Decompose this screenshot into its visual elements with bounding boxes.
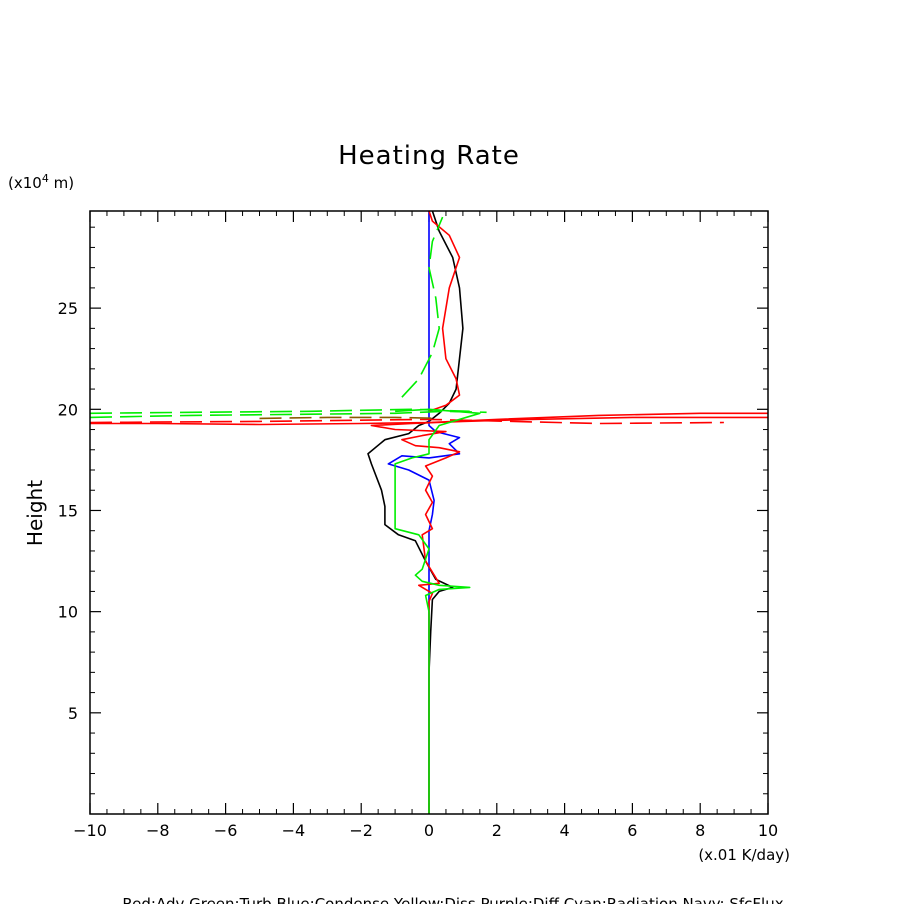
legend-text: Red:Adv Green:Turb Blue:Condense Yellow:… [122, 895, 783, 904]
x-tick-label: 4 [560, 821, 570, 840]
y-axis-label: Height [23, 480, 47, 546]
x-unit-label: (x.01 K/day) [698, 846, 790, 864]
x-tick-label: 0 [424, 821, 434, 840]
series-lines [90, 211, 768, 814]
series-line-3 [90, 412, 768, 426]
x-tick-label: −10 [73, 821, 107, 840]
series-line-8 [90, 408, 470, 415]
series-line-2 [370, 416, 768, 814]
series-line-4 [428, 211, 461, 413]
x-tick-label: −6 [214, 821, 238, 840]
y-tick-label: 10 [58, 603, 78, 622]
x-tick-label: −2 [349, 821, 373, 840]
x-tick-label: 10 [758, 821, 778, 840]
x-tick-label: 6 [627, 821, 637, 840]
series-line-0 [367, 211, 464, 814]
chart-title: Heating Rate [338, 141, 520, 171]
x-tick-label: −8 [146, 821, 170, 840]
series-line-1 [387, 211, 461, 814]
plot-frame [89, 210, 769, 815]
y-tick-label: 25 [58, 299, 78, 318]
y-tick-label: 5 [68, 704, 78, 723]
x-tick-label: 8 [695, 821, 705, 840]
y-tick-label: 20 [58, 400, 78, 419]
y-unit-label: (x104 m) [8, 172, 74, 192]
x-tick-label: 2 [492, 821, 502, 840]
axis-ticks: −10 −8 −6 −4 −2 0 2 4 6 8 10 5 10 15 20 25 [58, 211, 778, 840]
series-line-5 [90, 418, 724, 425]
series-line-9 [401, 216, 444, 398]
series-line-10 [259, 416, 440, 420]
x-tick-label: −4 [282, 821, 306, 840]
series-line-6 [394, 408, 481, 814]
y-unit-exponent: 4 [42, 172, 49, 185]
y-tick-label: 15 [58, 501, 78, 520]
